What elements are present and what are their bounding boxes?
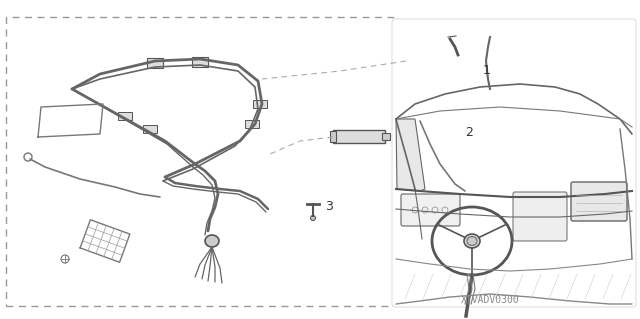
Text: XTVADV0300: XTVADV0300 <box>461 295 520 305</box>
Bar <box>253 100 267 108</box>
Ellipse shape <box>464 234 480 248</box>
Bar <box>382 133 390 140</box>
Bar <box>147 58 163 68</box>
FancyBboxPatch shape <box>401 194 460 226</box>
Ellipse shape <box>419 54 497 94</box>
Text: 1: 1 <box>483 64 491 78</box>
Bar <box>333 130 385 143</box>
Ellipse shape <box>467 236 477 246</box>
Polygon shape <box>396 119 425 191</box>
Ellipse shape <box>205 235 219 247</box>
Bar <box>143 125 157 133</box>
Ellipse shape <box>310 216 316 220</box>
FancyBboxPatch shape <box>513 192 567 241</box>
Bar <box>6 17 393 306</box>
Bar <box>330 131 336 142</box>
Ellipse shape <box>422 57 493 91</box>
Bar <box>118 112 132 120</box>
Text: 3: 3 <box>325 199 333 212</box>
Bar <box>245 120 259 128</box>
FancyBboxPatch shape <box>571 182 627 221</box>
Bar <box>445 33 458 42</box>
Text: 2: 2 <box>465 127 473 139</box>
Bar <box>192 57 208 67</box>
FancyBboxPatch shape <box>392 19 636 307</box>
